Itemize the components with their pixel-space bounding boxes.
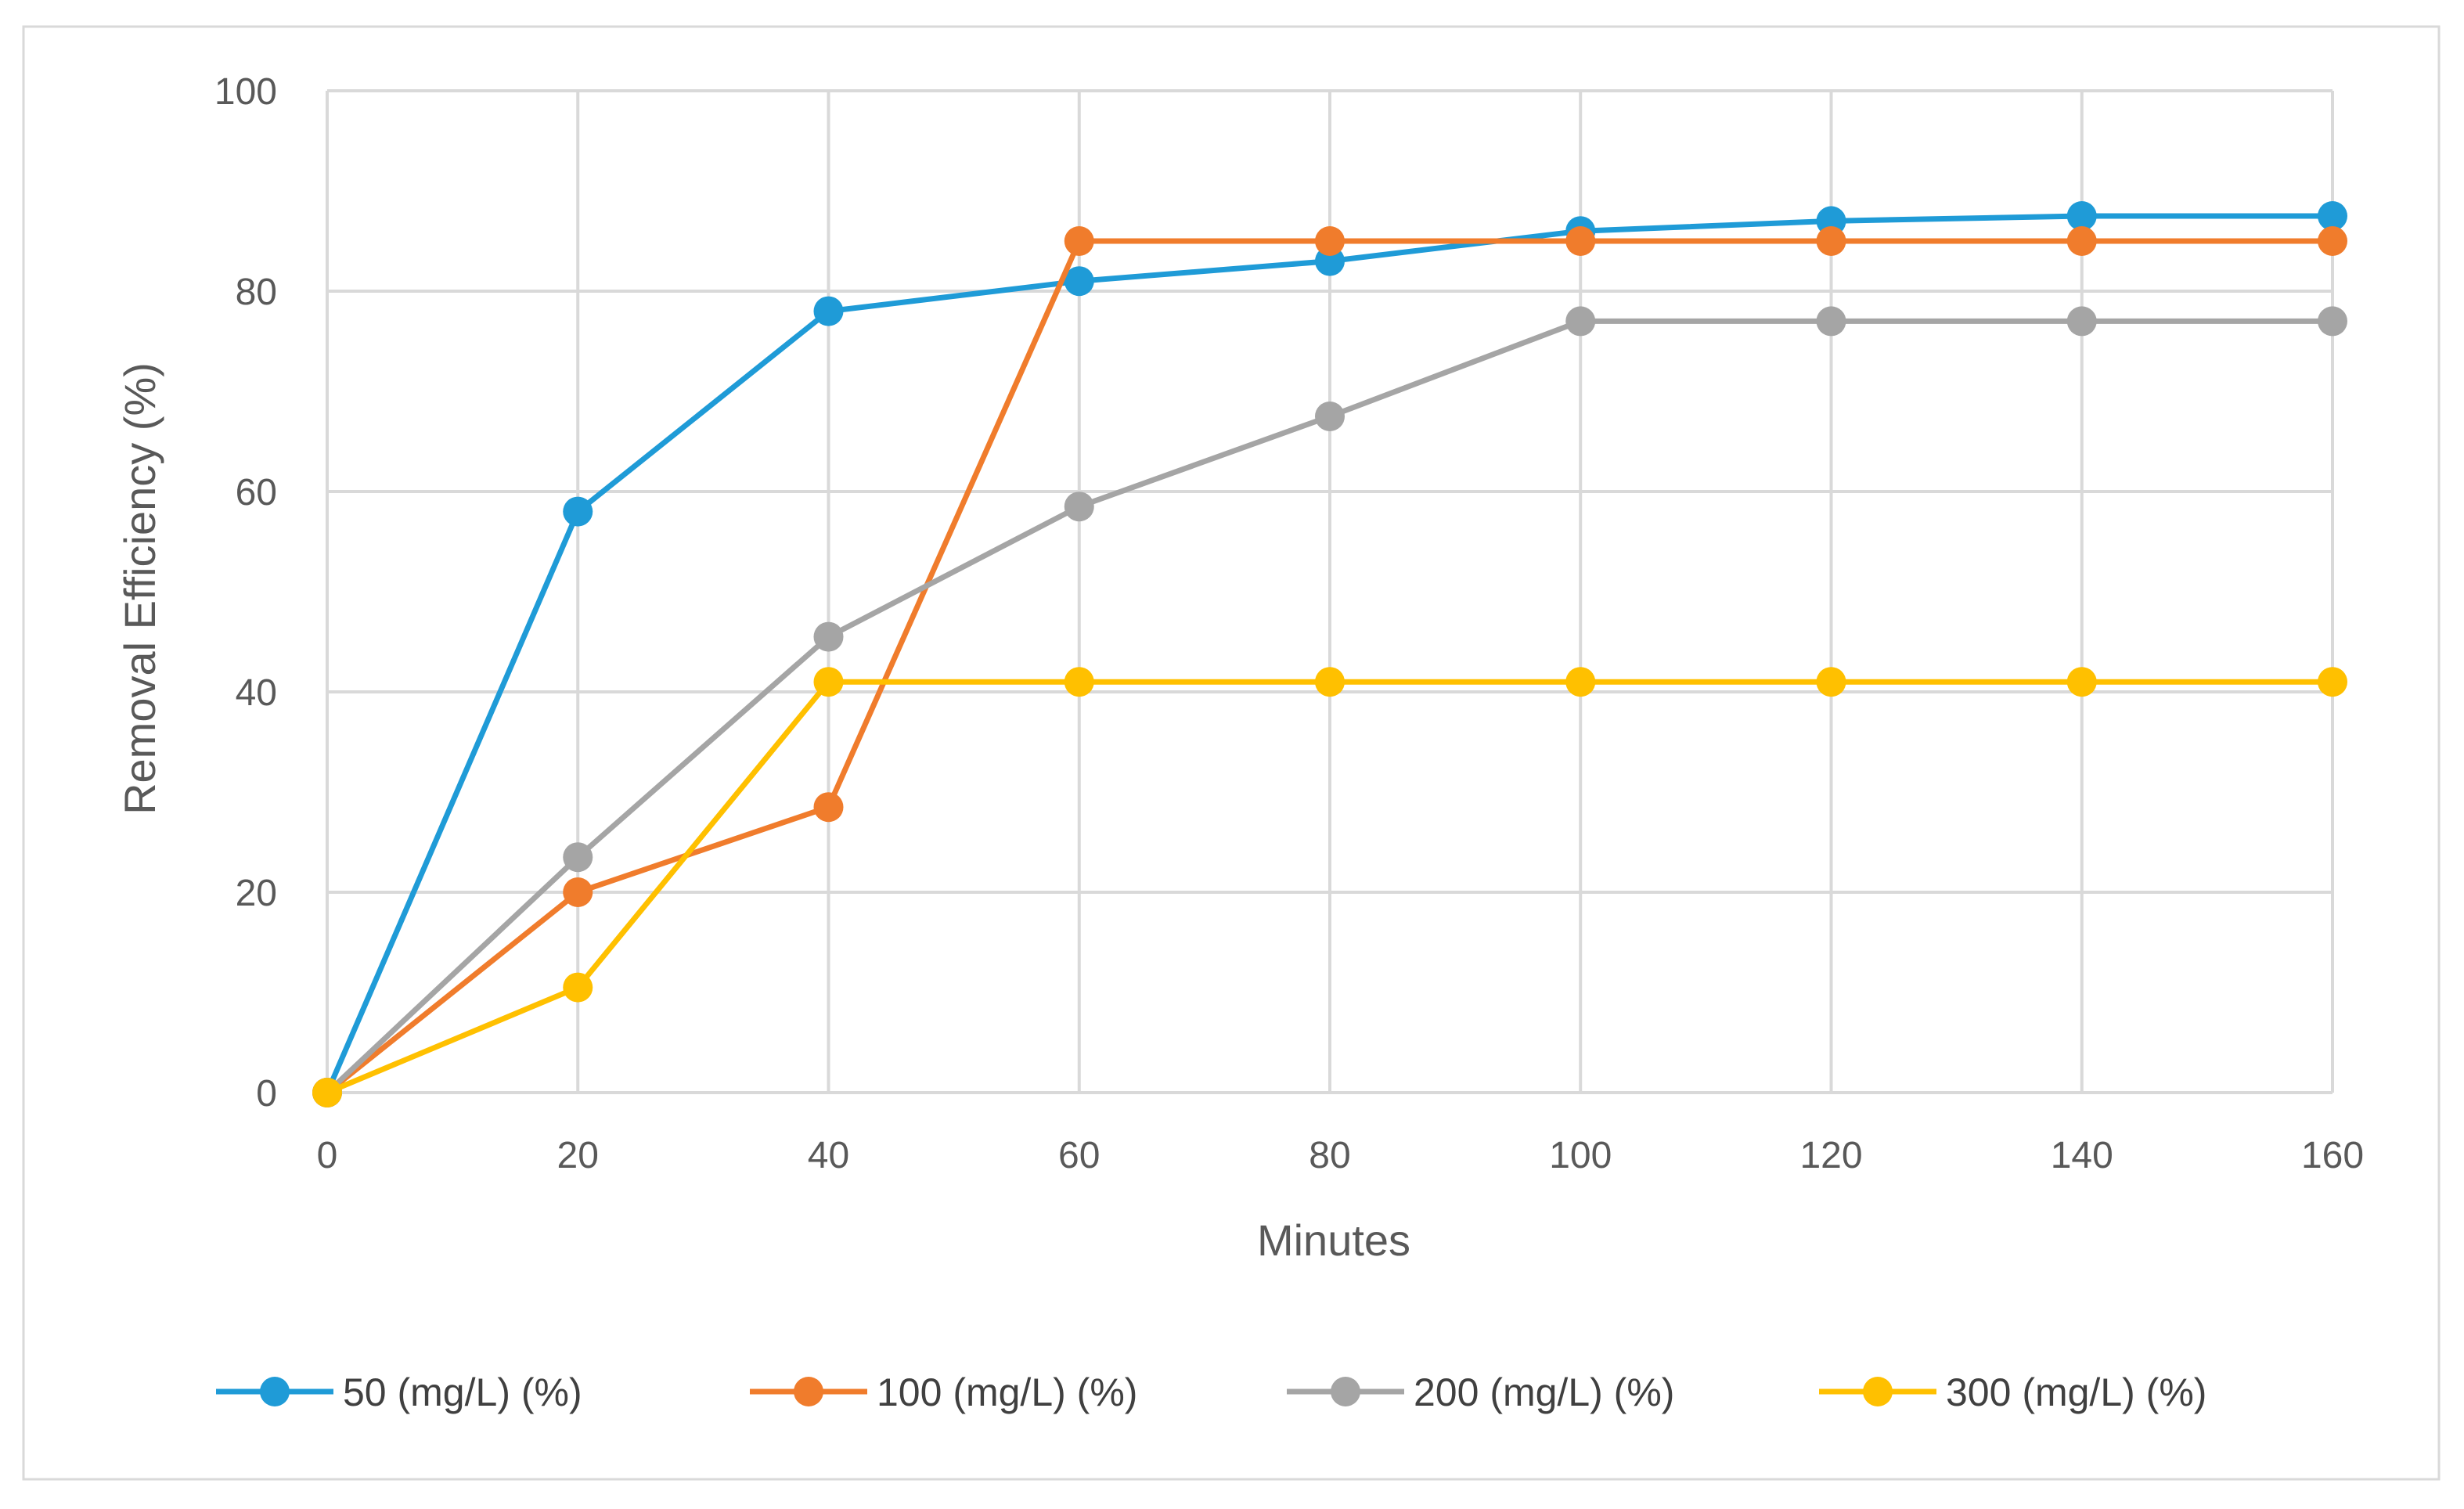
data-point bbox=[1565, 667, 1596, 697]
x-axis-title: Minutes bbox=[1257, 1215, 1410, 1265]
data-point bbox=[1565, 306, 1596, 337]
data-point bbox=[2066, 667, 2097, 697]
data-point bbox=[1064, 492, 1094, 522]
y-tick-label: 0 bbox=[256, 1073, 277, 1115]
y-axis-title: Removal Efficiency (%) bbox=[115, 362, 164, 815]
data-point bbox=[813, 296, 844, 326]
legend-label: 100 (mg/L) (%) bbox=[877, 1370, 1137, 1414]
y-axis-ticks: 0 20 40 60 80 100 bbox=[214, 71, 277, 1115]
series-group bbox=[312, 201, 2347, 1107]
legend-item: 100 (mg/L) (%) bbox=[750, 1370, 1137, 1414]
legend-item: 300 (mg/L) (%) bbox=[1819, 1370, 2206, 1414]
data-point bbox=[1064, 266, 1094, 297]
y-tick-label: 40 bbox=[236, 672, 277, 714]
data-point bbox=[1816, 226, 1846, 256]
x-tick-label: 60 bbox=[1058, 1135, 1100, 1176]
x-axis-ticks: 0 20 40 60 80 100 120 140 160 bbox=[317, 1135, 2364, 1176]
y-tick-label: 20 bbox=[236, 873, 277, 914]
data-point bbox=[2318, 306, 2347, 337]
legend-label: 300 (mg/L) (%) bbox=[1946, 1370, 2206, 1414]
data-point bbox=[2066, 306, 2097, 337]
y-tick-label: 60 bbox=[236, 472, 277, 513]
data-point bbox=[2318, 667, 2347, 697]
legend-marker bbox=[1331, 1377, 1360, 1406]
data-point bbox=[1064, 226, 1094, 256]
data-point bbox=[563, 877, 593, 907]
data-point bbox=[813, 792, 844, 823]
legend-label: 50 (mg/L) (%) bbox=[343, 1370, 582, 1414]
legend-marker bbox=[1863, 1377, 1893, 1406]
data-point bbox=[563, 842, 593, 873]
x-tick-label: 140 bbox=[2051, 1135, 2113, 1176]
legend: 50 (mg/L) (%) 100 (mg/L) (%) 200 (mg/L) (%… bbox=[216, 1370, 2206, 1414]
data-point bbox=[1816, 306, 1846, 337]
legend-item: 50 (mg/L) (%) bbox=[216, 1370, 582, 1414]
data-point bbox=[2066, 201, 2097, 231]
data-point bbox=[1816, 667, 1846, 697]
data-point bbox=[563, 972, 593, 1003]
data-point bbox=[2318, 226, 2347, 256]
legend-marker bbox=[794, 1377, 823, 1406]
x-tick-label: 80 bbox=[1309, 1135, 1350, 1176]
data-point bbox=[1315, 226, 1345, 256]
gridlines bbox=[326, 89, 2334, 1094]
data-point bbox=[1315, 402, 1345, 431]
x-tick-label: 40 bbox=[808, 1135, 849, 1176]
y-tick-label: 80 bbox=[236, 272, 277, 313]
y-tick-label: 100 bbox=[214, 71, 277, 113]
x-tick-label: 0 bbox=[317, 1135, 338, 1176]
x-tick-label: 100 bbox=[1549, 1135, 1612, 1176]
data-point bbox=[2066, 226, 2097, 256]
data-point bbox=[2318, 201, 2347, 231]
data-point bbox=[1064, 667, 1094, 697]
legend-item: 200 (mg/L) (%) bbox=[1287, 1370, 1674, 1414]
legend-label: 200 (mg/L) (%) bbox=[1414, 1370, 1674, 1414]
series-4 bbox=[312, 667, 2347, 1107]
legend-marker bbox=[260, 1377, 290, 1406]
data-point bbox=[312, 1078, 342, 1107]
data-point bbox=[563, 496, 593, 527]
x-tick-label: 20 bbox=[557, 1135, 599, 1176]
data-point bbox=[813, 621, 844, 652]
x-tick-label: 120 bbox=[1799, 1135, 1862, 1176]
data-point bbox=[1565, 226, 1596, 256]
x-tick-label: 160 bbox=[2301, 1135, 2364, 1176]
data-point bbox=[1315, 667, 1345, 697]
series-2 bbox=[312, 226, 2347, 1107]
data-point bbox=[813, 667, 844, 697]
